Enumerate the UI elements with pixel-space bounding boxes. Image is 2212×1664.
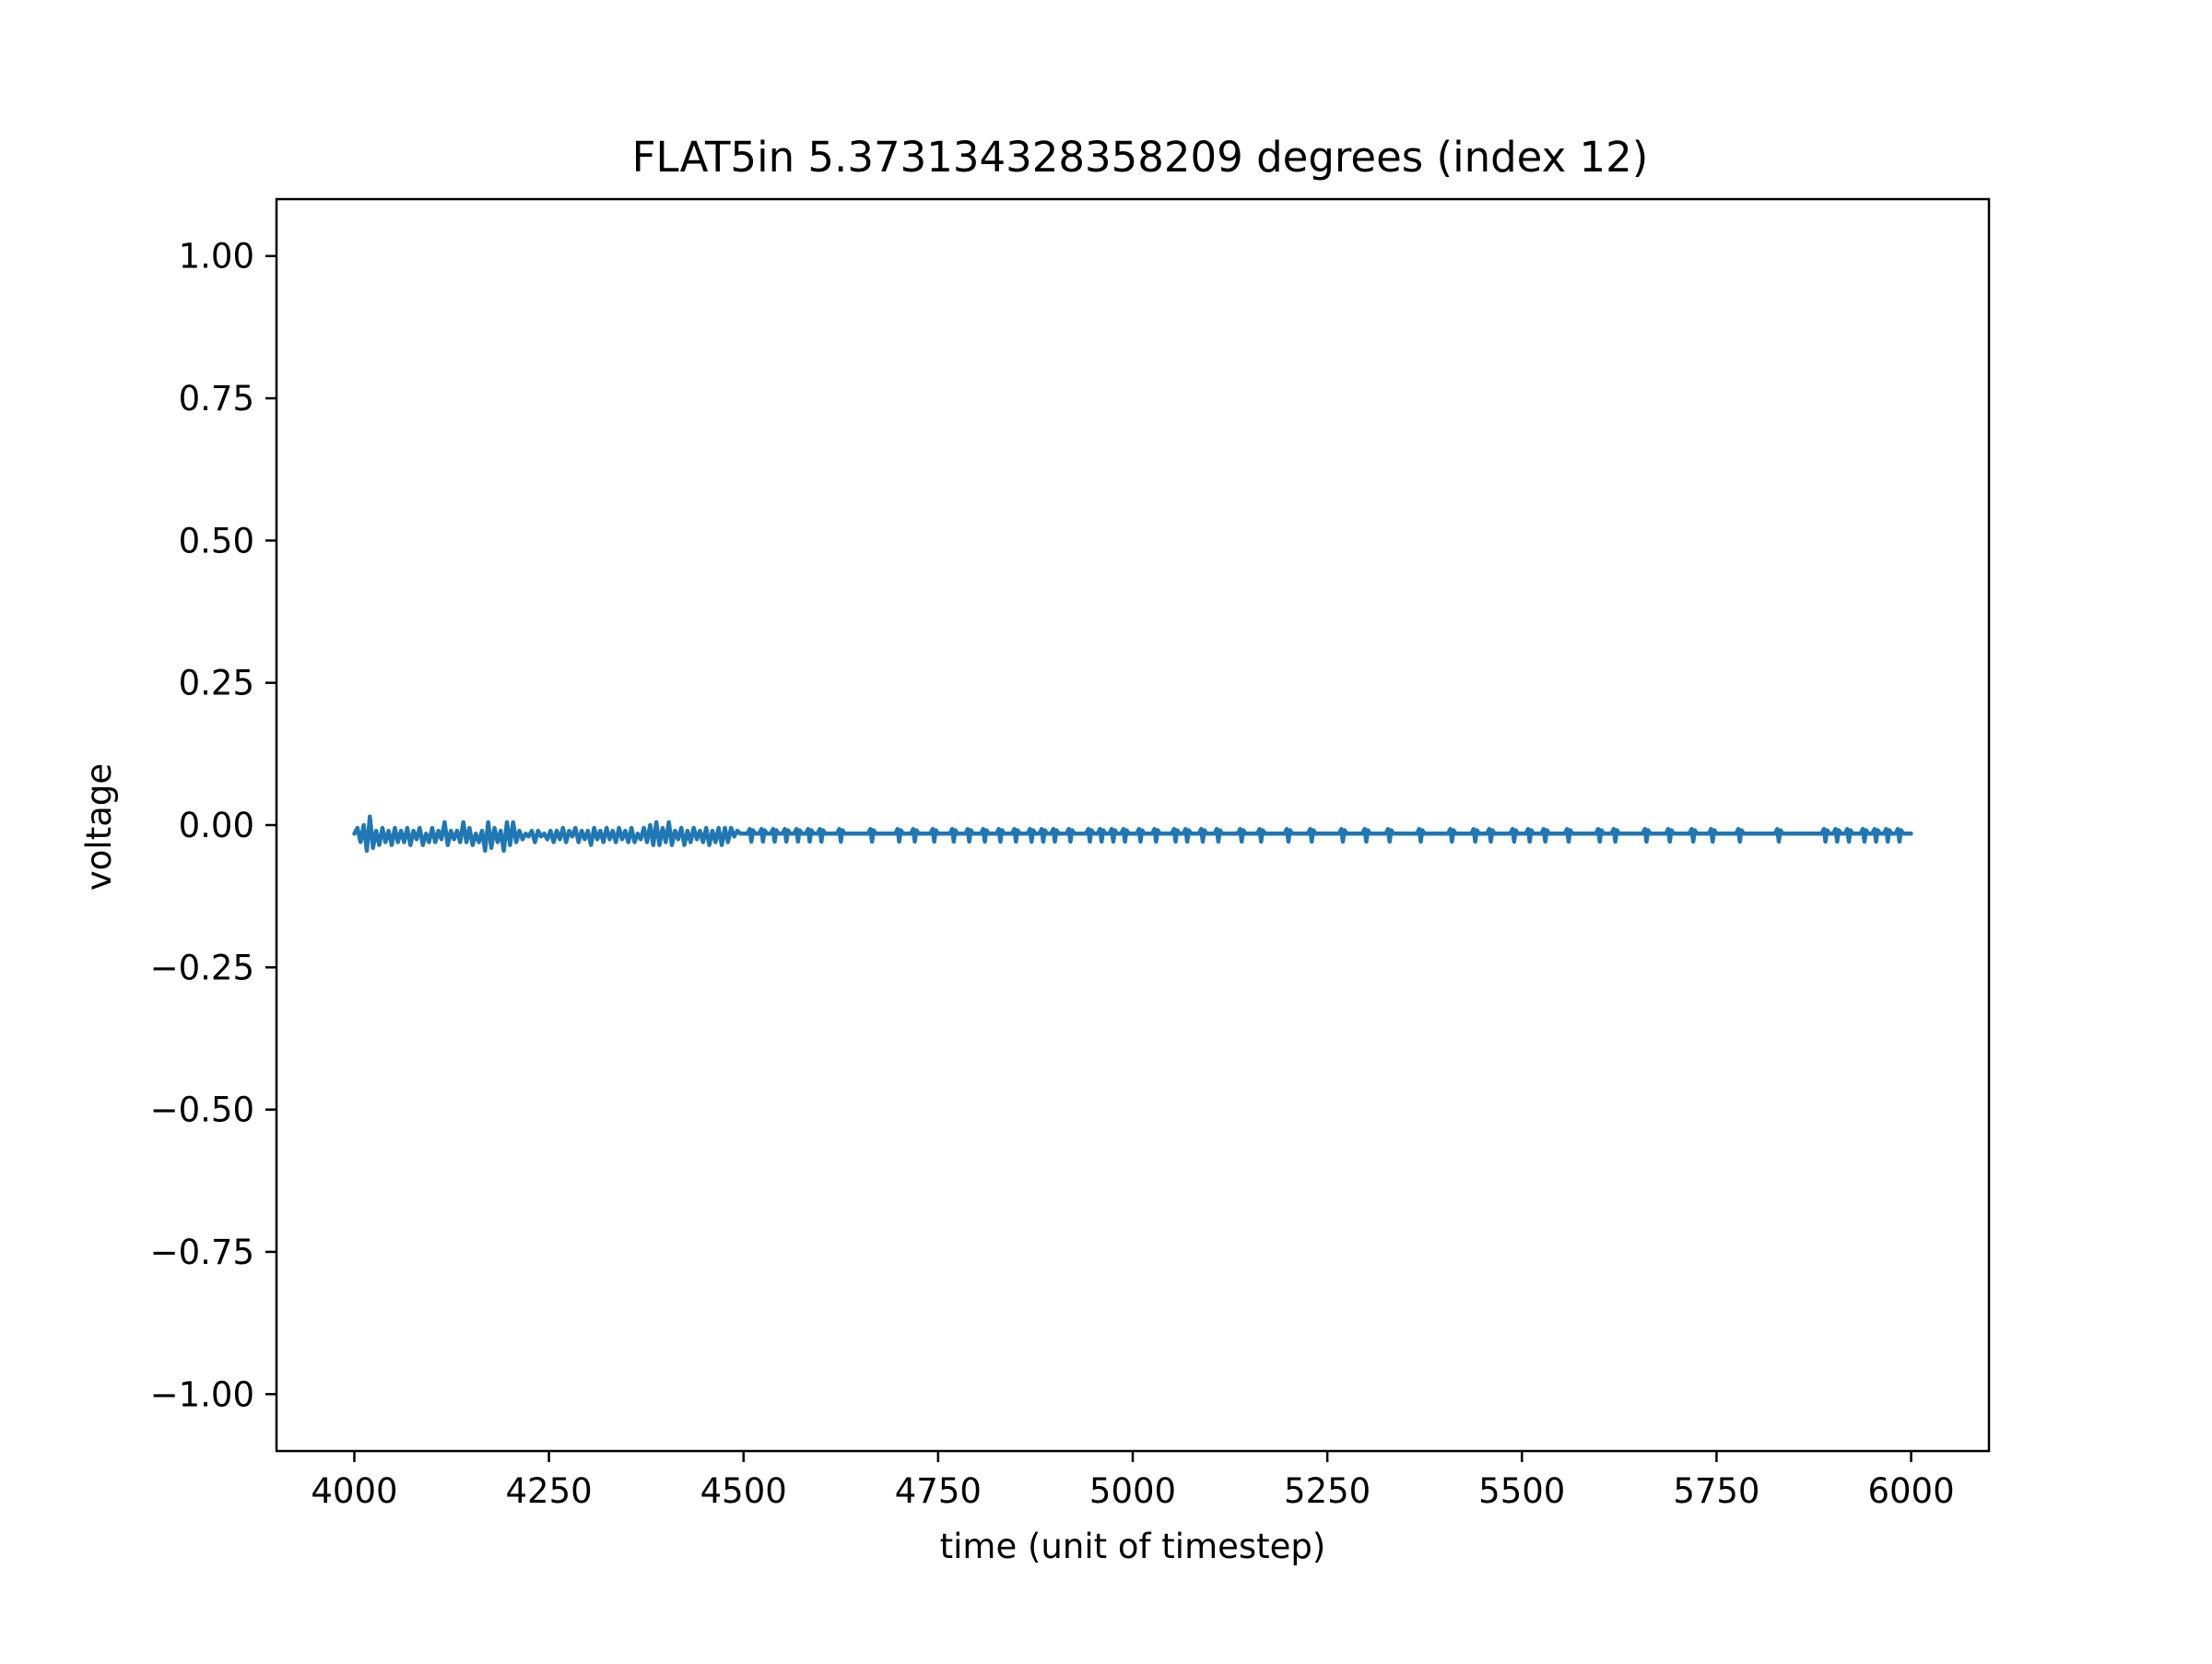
y-axis: 1.00 0.75 0.50 0.25 0.00 −0.25 −0.50 −0.75 −1.00 [150,237,276,1414]
y-tick-label: 0.50 [179,521,254,561]
x-axis: 4000 4250 4500 4750 5000 5250 5500 5750 6000 [311,1451,1955,1511]
x-tick-label: 4750 [895,1471,982,1511]
plot-area [275,197,1991,1453]
x-tick-label: 6000 [1867,1471,1954,1511]
y-tick-label: 0.00 [179,806,254,845]
x-tick-label: 4250 [506,1471,593,1511]
x-tick-label: 4500 [700,1471,787,1511]
y-tick-label: 1.00 [179,237,254,277]
x-tick-label: 5250 [1284,1471,1371,1511]
y-tick-label: −0.50 [150,1091,254,1130]
y-tick-label: −0.25 [150,948,254,987]
y-tick-label: 0.25 [179,664,254,703]
chart-title: FLAT5in 5.373134328358209 degrees (index… [632,133,1649,182]
x-tick-label: 4000 [311,1471,397,1511]
x-tick-label: 5750 [1673,1471,1759,1511]
y-tick-label: 0.75 [179,379,254,419]
x-axis-label: time (unit of timestep) [940,1527,1326,1566]
series-layer [352,814,1913,854]
y-axis-label: voltage [79,763,119,891]
series-line [352,814,1913,854]
x-tick-label: 5500 [1478,1471,1565,1511]
y-tick-label: −1.00 [150,1375,254,1414]
x-tick-label: 5000 [1089,1471,1176,1511]
y-tick-label: −0.75 [150,1233,254,1272]
